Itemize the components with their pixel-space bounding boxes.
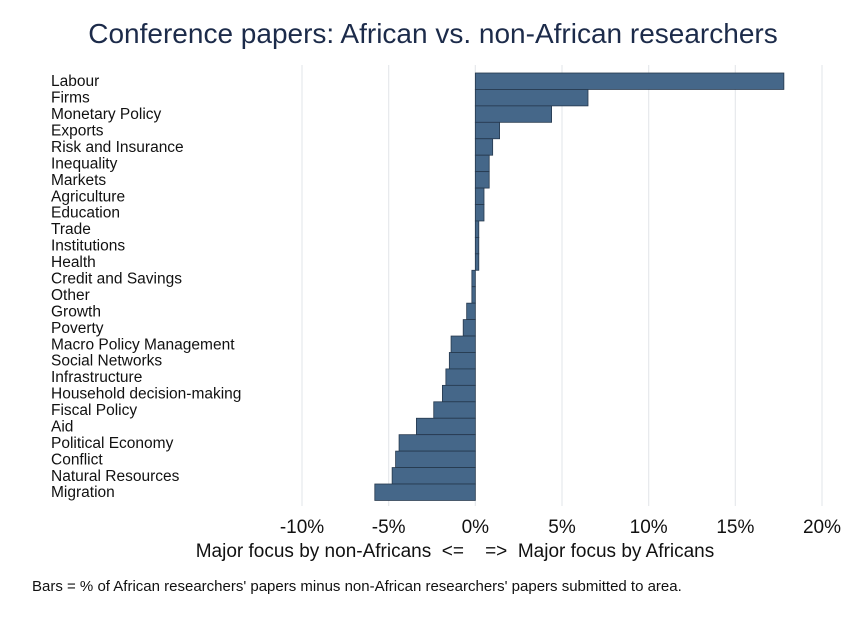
x-tick-label-1: -5%	[372, 517, 406, 538]
category-label-9: Trade	[51, 221, 91, 238]
bar-22	[398, 434, 476, 452]
bars	[374, 72, 785, 501]
grid-lines	[301, 65, 823, 506]
bar-17	[448, 352, 476, 370]
bar-6	[474, 171, 490, 189]
bar-20	[433, 401, 476, 419]
bar-23	[395, 450, 476, 468]
category-label-3: Exports	[51, 123, 104, 140]
bar-1	[474, 89, 589, 107]
category-label-25: Migration	[51, 484, 115, 501]
category-label-0: Labour	[51, 73, 99, 90]
bar-3	[474, 121, 501, 140]
category-label-20: Fiscal Policy	[51, 402, 137, 419]
bar-7	[474, 187, 485, 205]
category-label-16: Macro Policy Management	[51, 336, 235, 353]
x-tick-label-4: 10%	[630, 517, 668, 538]
category-label-15: Poverty	[51, 320, 104, 337]
bar-25	[374, 483, 476, 501]
bar-4	[474, 138, 494, 156]
x-tick-label-0: -10%	[280, 517, 324, 538]
x-tick-label-3: 5%	[548, 517, 576, 538]
bar-0	[474, 72, 785, 90]
category-label-6: Markets	[51, 172, 106, 189]
category-label-18: Infrastructure	[51, 369, 142, 386]
category-label-2: Monetary Policy	[51, 106, 162, 123]
bar-9	[474, 220, 480, 238]
bar-12	[471, 269, 476, 288]
bar-5	[474, 154, 490, 173]
bar-18	[445, 368, 476, 386]
bar-2	[474, 105, 553, 123]
category-label-21: Aid	[51, 418, 73, 435]
chart-title: Conference papers: African vs. non-Afric…	[88, 18, 778, 49]
category-label-4: Risk and Insurance	[51, 139, 184, 156]
category-label-7: Agriculture	[51, 188, 125, 205]
category-label-13: Other	[51, 287, 90, 304]
x-tick-label-2: 0%	[462, 517, 490, 538]
category-label-8: Education	[51, 205, 120, 222]
category-label-1: Firms	[51, 90, 90, 107]
category-label-23: Conflict	[51, 451, 103, 468]
bar-14	[466, 302, 476, 321]
bar-10	[474, 236, 480, 255]
bar-15	[462, 319, 476, 337]
x-tick-label-5: 15%	[716, 517, 754, 538]
bar-11	[474, 253, 480, 271]
bar-24	[391, 467, 476, 485]
bar-8	[474, 204, 485, 222]
category-label-5: Inequality	[51, 155, 118, 172]
category-label-14: Growth	[51, 303, 101, 320]
x-tick-labels: -10% -5% 0% 5% 10% 15% 20%	[280, 517, 841, 538]
category-label-10: Institutions	[51, 238, 125, 255]
bar-16	[450, 335, 476, 353]
bar-19	[441, 384, 476, 403]
category-label-19: Household decision-making	[51, 386, 241, 403]
category-label-12: Credit and Savings	[51, 271, 182, 288]
category-label-17: Social Networks	[51, 353, 162, 370]
bar-13	[471, 286, 476, 304]
category-label-11: Health	[51, 254, 96, 271]
x-axis-label: Major focus by non-Africans <= => Major …	[196, 541, 715, 562]
category-label-24: Natural Resources	[51, 468, 180, 485]
category-label-22: Political Economy	[51, 435, 174, 452]
bar-21	[415, 417, 476, 436]
chart-note: Bars = % of African researchers' papers …	[32, 578, 682, 595]
x-tick-label-6: 20%	[803, 517, 841, 538]
